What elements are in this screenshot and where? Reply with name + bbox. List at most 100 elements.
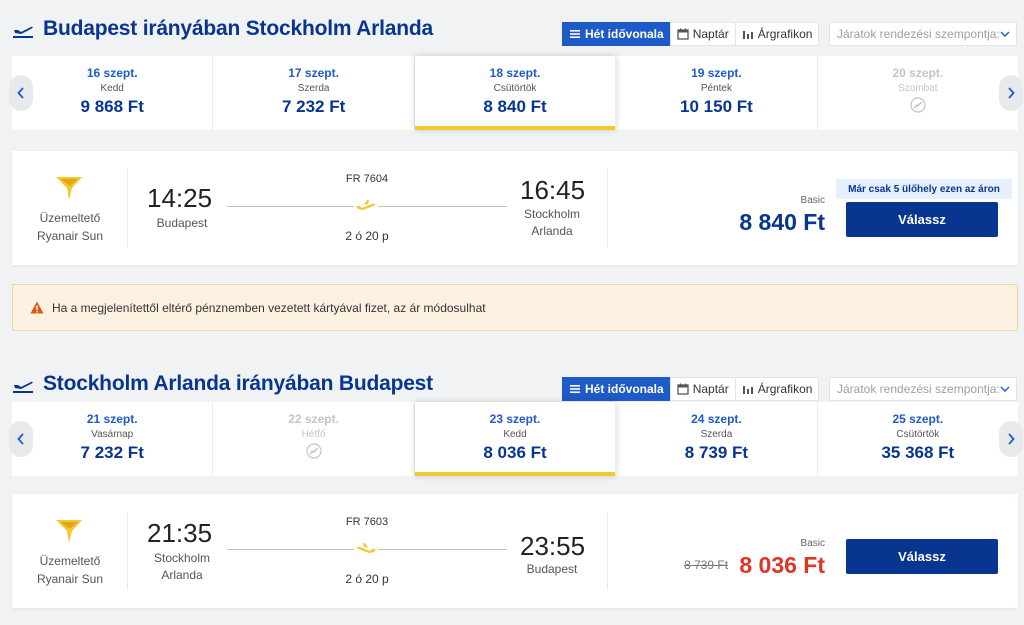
tab-week-view[interactable]: Hét idővonala <box>562 377 671 401</box>
date-label: 24 szept. <box>691 412 742 426</box>
departure-time: 14:25 <box>147 183 213 213</box>
flight-number: FR 7603 <box>345 516 389 528</box>
departure-time: 21:35 <box>147 518 213 548</box>
divider <box>127 169 128 247</box>
chevron-right-icon <box>1008 87 1015 99</box>
flight-duration: 2 ó 20 p <box>345 572 389 586</box>
currency-warning-alert: Ha a megjelenítettől eltérő pénznemben v… <box>12 284 1018 331</box>
departure-city: Budapest <box>156 216 208 230</box>
date-label: 18 szept. <box>489 66 541 80</box>
select-flight-button[interactable]: Válassz <box>846 539 998 574</box>
outbound-flight-card: Üzemeltető Ryanair Sun 14:25 Budapest FR… <box>12 151 1018 265</box>
date-price: 8 739 Ft <box>684 443 749 462</box>
date-label: 23 szept. <box>489 412 541 426</box>
inbound-view-tabs: Hét idővonala Naptár Árgrafikon <box>562 377 820 401</box>
date-option[interactable]: 24 szept. Szerda 8 739 Ft <box>616 402 818 476</box>
outbound-view-tabs: Hét idővonala Naptár Árgrafikon <box>562 22 820 46</box>
inbound-header: Stockholm Arlanda irányában Budapest Hét… <box>0 355 1024 411</box>
outbound-date-strip: 16 szept. Kedd 9 868 Ft 17 szept. Szerda… <box>12 56 1018 130</box>
tab-price-chart[interactable]: Árgrafikon <box>734 22 820 46</box>
weekday-label: Vasárnap <box>91 429 134 440</box>
date-option-selected[interactable]: 18 szept. Csütörtök 8 840 Ft <box>414 56 617 130</box>
weekday-label: Hétfő <box>301 429 326 440</box>
bar-chart-icon <box>742 383 754 395</box>
date-label: 16 szept. <box>86 66 138 80</box>
plane-icon <box>354 198 378 214</box>
arrival-time: 16:45 <box>520 175 586 205</box>
tab-price-chart-label: Árgrafikon <box>757 27 813 41</box>
flight-number: FR 7604 <box>345 173 389 185</box>
outbound-header: Budapest irányában Stockholm Arlanda Hét… <box>0 0 1024 56</box>
weekday-label: Szombat <box>898 83 938 94</box>
weekday-label: Szerda <box>700 429 733 440</box>
flight-duration: 2 ó 20 p <box>345 229 389 243</box>
divider <box>607 169 608 247</box>
tab-calendar-label: Naptár <box>692 27 729 41</box>
tab-week-view[interactable]: Hét idővonala <box>562 22 671 46</box>
date-label: 20 szept. <box>892 66 944 80</box>
tab-price-chart[interactable]: Árgrafikon <box>734 377 820 401</box>
seats-left-badge: Már csak 5 ülőhely ezen az áron <box>836 179 1012 199</box>
date-price: 10 150 Ft <box>680 97 753 116</box>
bar-chart-icon <box>742 28 754 40</box>
plane-takeoff-icon <box>13 26 33 38</box>
tab-calendar[interactable]: Naptár <box>669 22 736 46</box>
date-option[interactable]: 21 szept. Vasárnap 7 232 Ft <box>12 402 214 476</box>
no-flight-icon <box>910 97 926 118</box>
next-dates-button[interactable] <box>999 421 1023 457</box>
plane-icon <box>354 541 378 557</box>
date-label: 17 szept. <box>288 66 339 80</box>
no-flight-icon <box>306 443 322 464</box>
date-option[interactable]: 17 szept. Szerda 7 232 Ft <box>213 56 415 130</box>
ryanair-logo-icon <box>56 520 82 543</box>
prev-dates-button[interactable] <box>9 75 33 111</box>
date-option-disabled: 22 szept. Hétfő <box>213 402 415 476</box>
date-option[interactable]: 16 szept. Kedd 9 868 Ft <box>12 56 214 130</box>
date-price: 7 232 Ft <box>80 443 144 462</box>
sort-dropdown[interactable]: Járatok rendezési szempontja: <box>829 22 1017 46</box>
outbound-title: Budapest irányában Stockholm Arlanda <box>43 17 433 40</box>
weekday-label: Szerda <box>297 83 330 94</box>
inbound-flight-card: Üzemeltető Ryanair Sun 21:35 Stockholm A… <box>12 494 1018 608</box>
arrival-city: Stockholm Arlanda <box>523 207 581 238</box>
flight-price: 8 840 Ft <box>739 209 825 235</box>
fare-type: Basic <box>800 538 825 549</box>
list-icon <box>569 28 581 40</box>
tab-calendar[interactable]: Naptár <box>669 377 736 401</box>
sort-dropdown[interactable]: Járatok rendezési szempontja: <box>829 377 1017 401</box>
sort-dropdown-placeholder: Járatok rendezési szempontja: <box>837 27 1000 41</box>
fare-type: Basic <box>800 195 825 206</box>
operator-name: Ryanair Sun <box>36 229 104 243</box>
date-option[interactable]: 25 szept. Csütörtök 35 368 Ft <box>818 402 1018 476</box>
plane-takeoff-icon <box>13 381 33 393</box>
weekday-label: Kedd <box>100 83 124 94</box>
alert-text: Ha a megjelenítettől eltérő pénznemben v… <box>52 300 486 315</box>
chevron-down-icon <box>1000 31 1010 37</box>
departure-city: Stockholm Arlanda <box>153 551 211 582</box>
date-label: 22 szept. <box>288 412 339 426</box>
operator-info: Üzemeltető Ryanair Sun <box>27 209 113 245</box>
date-price: 8 840 Ft <box>483 97 547 116</box>
calendar-icon <box>677 383 689 395</box>
date-label: 19 szept. <box>691 66 742 80</box>
select-flight-button[interactable]: Válassz <box>846 202 998 237</box>
ryanair-logo-icon <box>56 177 82 200</box>
warning-icon <box>30 301 44 314</box>
list-icon <box>569 383 581 395</box>
sort-dropdown-placeholder: Járatok rendezési szempontja: <box>837 382 1000 396</box>
divider <box>607 512 608 590</box>
chevron-left-icon <box>17 433 24 445</box>
date-price: 35 368 Ft <box>881 443 955 462</box>
prev-dates-button[interactable] <box>9 421 33 457</box>
operator-name: Ryanair Sun <box>36 572 104 586</box>
date-option-selected[interactable]: 23 szept. Kedd 8 036 Ft <box>414 402 617 476</box>
operator-label: Üzemeltető <box>39 554 101 568</box>
inbound-title: Stockholm Arlanda irányában Budapest <box>43 372 433 395</box>
next-dates-button[interactable] <box>999 75 1023 111</box>
tab-calendar-label: Naptár <box>692 382 729 396</box>
tab-price-chart-label: Árgrafikon <box>757 382 813 396</box>
date-option[interactable]: 19 szept. Péntek 10 150 Ft <box>616 56 818 130</box>
divider <box>127 512 128 590</box>
arrival-city: Budapest <box>526 562 578 576</box>
flight-price: 8 036 Ft <box>739 552 825 578</box>
